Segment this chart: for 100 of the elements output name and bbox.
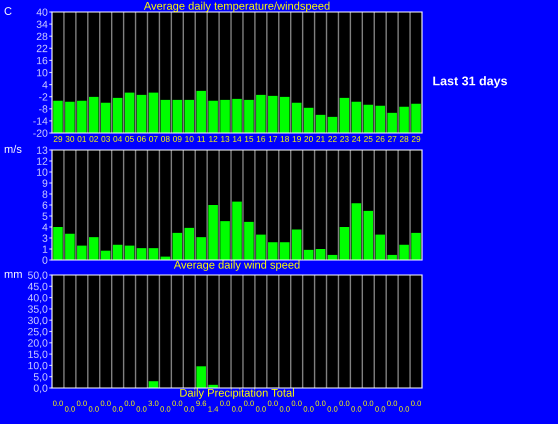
x-tick-label: 30 (66, 136, 74, 142)
y-tick-label: 50,0 (28, 272, 48, 280)
chart-title: Average daily temperature/windspeed (144, 2, 330, 12)
bar (124, 246, 134, 260)
x-tick-label: 02 (89, 136, 98, 142)
x-tick-label: 08 (161, 136, 170, 142)
bar (244, 222, 254, 260)
x-tick-label: 01 (78, 136, 86, 142)
x-tick-label: 07 (149, 136, 158, 142)
bar (268, 96, 278, 133)
y-tick-label: 15,0 (28, 350, 48, 360)
x-tick-label: 10 (185, 136, 194, 142)
bar (220, 221, 230, 260)
bar (399, 244, 409, 260)
bar (172, 232, 182, 260)
bar (399, 106, 409, 133)
bar (280, 242, 290, 260)
bar (196, 90, 206, 133)
y-axis-title: mm (4, 272, 22, 278)
x-tick-label: 04 (113, 136, 122, 142)
bar (364, 104, 374, 133)
y-tick-label: 25,0 (28, 328, 48, 337)
x-tick-label: 20 (304, 136, 313, 142)
x-tick-label: 16 (256, 136, 266, 142)
x-tick-label: 09 (173, 136, 182, 142)
bar (89, 96, 99, 133)
y-tick-label: 40 (36, 8, 48, 16)
bar (136, 94, 146, 133)
bar (77, 246, 87, 260)
y-tick-label: 40,0 (28, 294, 48, 303)
bar (148, 92, 158, 133)
bar (89, 237, 99, 260)
bar (53, 100, 63, 133)
x-axis-title: Average daily wind speed (174, 260, 300, 271)
bar (316, 249, 326, 260)
bar (316, 114, 326, 133)
y-tick-label: -20 (33, 130, 48, 137)
bar (208, 100, 218, 133)
x-tick-label: 22 (328, 136, 337, 142)
y-tick-label: -14 (33, 118, 48, 125)
bar (112, 244, 122, 260)
x-tick-label: 14 (233, 136, 242, 142)
bar (244, 100, 254, 133)
x-tick-label: 18 (280, 136, 290, 142)
y-tick-label: 30,0 (28, 316, 48, 326)
x-tick-label: 03 (101, 136, 110, 142)
y-tick-label: 9 (42, 180, 48, 187)
y-tick-label: 10 (37, 69, 48, 76)
bar (340, 98, 350, 133)
bar (100, 102, 110, 133)
x-axis-title: Daily Precipitation Total (180, 388, 294, 399)
bar (136, 248, 146, 260)
bar (387, 112, 397, 133)
x-tick-label: 17 (268, 136, 278, 142)
x-tick-label: 27 (388, 136, 396, 142)
y-tick-label: 12 (37, 158, 48, 165)
y-tick-label: 16 (37, 56, 48, 64)
y-tick-label: 5 (42, 212, 48, 220)
bar (304, 108, 314, 133)
y-tick-label: 22 (36, 44, 48, 52)
bar (328, 116, 338, 133)
bar (411, 232, 421, 260)
y-tick-label: -2 (39, 93, 48, 100)
bar (124, 92, 134, 133)
y-tick-label: 10 (37, 168, 48, 176)
bar (292, 102, 302, 133)
bar (100, 250, 110, 260)
bar (208, 205, 218, 260)
x-tick-label: 25 (364, 136, 373, 142)
bar (148, 248, 158, 260)
y-tick-label: 35,0 (28, 305, 48, 314)
y-axis-title: m/s (4, 144, 22, 153)
x-tick-label: 24 (352, 136, 361, 142)
bar (352, 203, 362, 260)
x-tick-label: 12 (209, 136, 218, 142)
bar (375, 234, 385, 260)
y-tick-label: 10,0 (28, 362, 48, 371)
bar (232, 98, 242, 133)
bar (328, 254, 338, 260)
bar (292, 230, 302, 260)
x-tick-label: 23 (340, 136, 349, 142)
bar (160, 100, 170, 133)
x-tick-label: 28 (400, 136, 408, 142)
bar (196, 237, 206, 260)
bar (148, 381, 158, 388)
y-tick-label: 45,0 (28, 282, 48, 292)
x-tick-label: 19 (292, 136, 301, 142)
y-tick-label: 34 (36, 20, 48, 28)
bar (184, 100, 194, 133)
y-axis-title: C (4, 7, 12, 15)
bar (172, 100, 182, 133)
bar (220, 100, 230, 133)
bar (77, 100, 87, 133)
y-tick-label: 20,0 (28, 339, 48, 348)
y-tick-label: -8 (39, 105, 48, 113)
x-tick-label: 29 (54, 136, 62, 142)
bar (53, 227, 63, 260)
x-tick-label: 05 (125, 136, 134, 142)
bar (340, 227, 350, 260)
y-tick-label: 1 (42, 246, 48, 253)
